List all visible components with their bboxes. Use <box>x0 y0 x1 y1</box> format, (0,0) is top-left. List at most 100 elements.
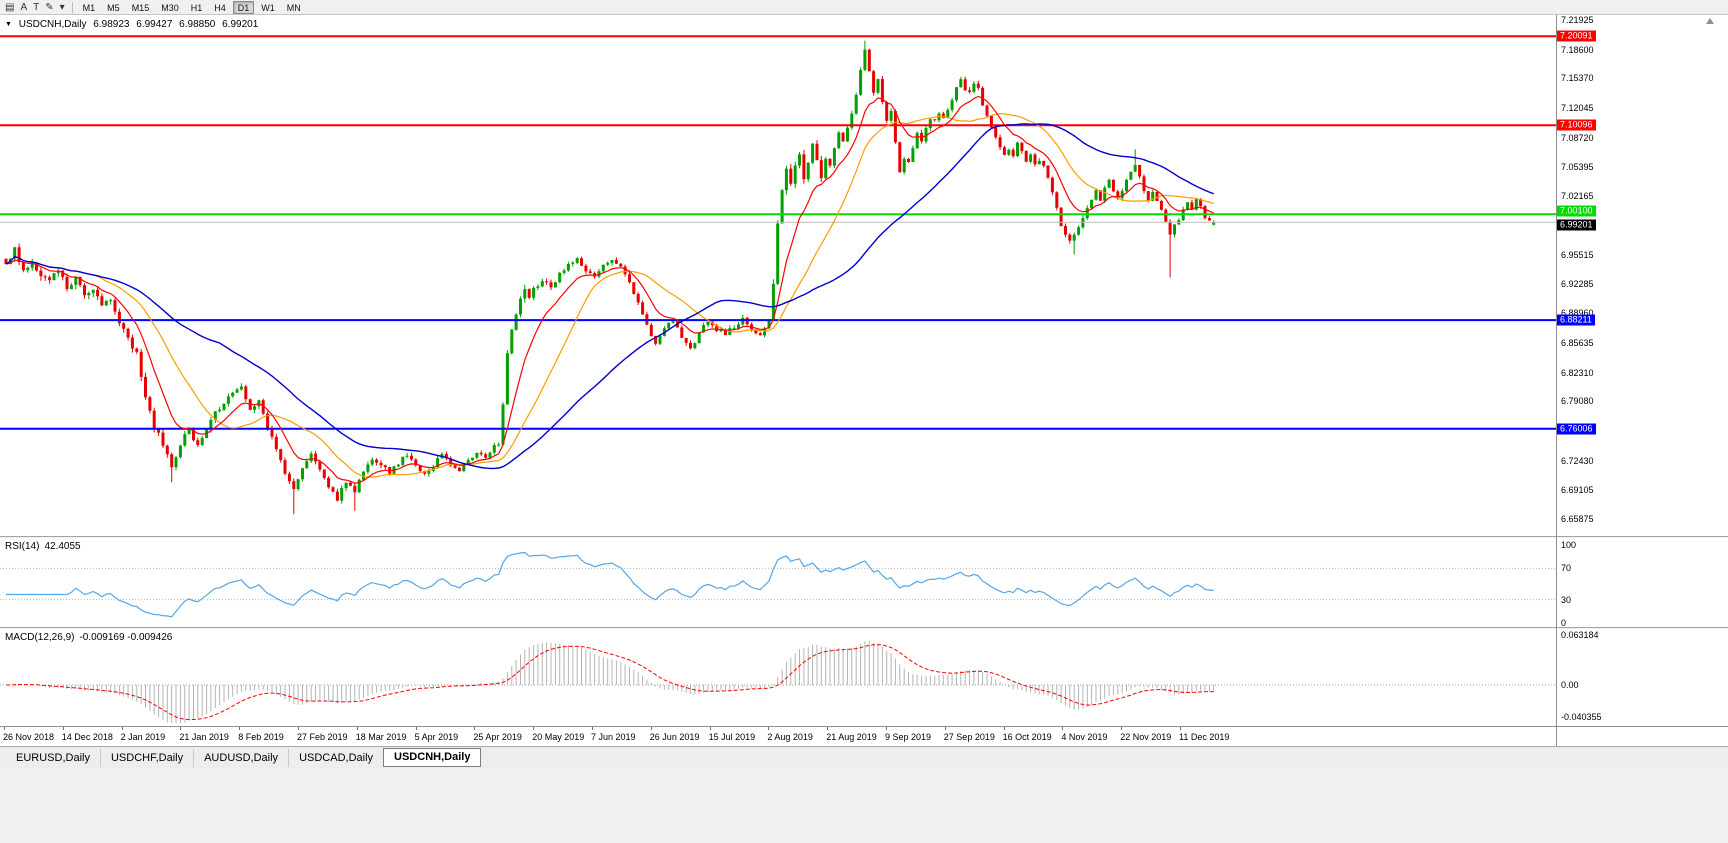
macd-values: -0.009169 -0.009426 <box>79 632 173 643</box>
rsi-axis-label: 30 <box>1561 594 1572 605</box>
date-label: 16 Oct 2019 <box>1002 732 1052 742</box>
price-axis-label: 7.05395 <box>1561 162 1594 173</box>
date-label: 2 Jan 2019 <box>120 732 166 742</box>
date-label: 18 Mar 2019 <box>355 732 407 742</box>
date-tick <box>62 727 64 730</box>
price-axis-label: 7.12045 <box>1561 102 1594 113</box>
ohlc-high: 6.99427 <box>136 19 173 30</box>
date-tick <box>944 727 946 730</box>
chart-tab-bar: EURUSD,Daily USDCHF,Daily AUDUSD,Daily USDC… <box>0 746 1728 768</box>
macd-axis-label: -0.040355 <box>1561 712 1602 722</box>
date-tick <box>1121 727 1123 730</box>
price-axis-label: 7.02165 <box>1561 190 1594 201</box>
macd-panel-label: MACD(12,26,9) -0.009169 -0.009426 <box>5 632 177 643</box>
rsi-axis-label: 0 <box>1561 618 1567 628</box>
macd-indicator-canvas[interactable] <box>0 629 1728 726</box>
date-label: 4 Nov 2019 <box>1061 732 1108 742</box>
ohlc-open: 6.98923 <box>93 19 130 30</box>
macd-name: MACD(12,26,9) <box>5 632 75 643</box>
price-axis-label: 7.08720 <box>1561 132 1594 143</box>
charts-grid-icon[interactable]: ▤ <box>5 1 15 13</box>
draw-tool-caret-icon[interactable]: ▾ <box>59 1 65 13</box>
price-axis-label: 6.79080 <box>1561 396 1594 407</box>
rsi-axis-label: 100 <box>1561 540 1577 550</box>
timeframe-d1[interactable]: D1 <box>232 0 255 14</box>
timeframe-h1[interactable]: H1 <box>190 2 203 13</box>
timeframe-mn[interactable]: MN <box>286 2 301 13</box>
symbol-caret-icon[interactable]: ▼ <box>5 21 12 28</box>
date-label: 27 Feb 2019 <box>297 732 348 742</box>
tab-usdcad-daily[interactable]: USDCAD,Daily <box>288 748 383 767</box>
date-tick <box>415 727 417 730</box>
chart-title: ▼ USDCNH,Daily 6.98923 6.99427 6.98850 6… <box>5 19 262 30</box>
price-tag-support-1: 6.88211 <box>1557 314 1595 326</box>
cursor-tool-icon[interactable]: A <box>20 1 28 13</box>
timeframe-m30[interactable]: M30 <box>161 2 179 13</box>
price-axis-label: 6.82310 <box>1561 367 1594 378</box>
panel-separator[interactable] <box>0 627 1728 629</box>
rsi-name: RSI(14) <box>5 541 40 552</box>
timeframe-buttons: M1 M5 M15 M30 H1 H4 D1 W1 MN <box>77 0 307 14</box>
symbol-period-label: USDCNH,Daily <box>18 19 87 30</box>
date-tick <box>298 727 299 730</box>
price-axis-border <box>1556 15 1557 746</box>
date-tick <box>533 727 535 730</box>
toolbar-separator <box>71 1 73 13</box>
date-label: 5 Apr 2019 <box>414 732 459 742</box>
ohlc-low: 6.98850 <box>179 19 216 30</box>
timeframe-w1[interactable]: W1 <box>261 2 275 13</box>
panel-separator[interactable] <box>0 536 1728 538</box>
timeframe-m15[interactable]: M15 <box>131 2 150 13</box>
price-axis-label: 6.92285 <box>1561 278 1594 289</box>
date-tick <box>1003 727 1005 730</box>
price-tag-pivot-green: 7.00100 <box>1557 205 1596 217</box>
date-label: 20 May 2019 <box>532 732 585 742</box>
date-tick <box>886 727 887 730</box>
rsi-value: 42.4055 <box>44 541 81 552</box>
chart-shift-marker-icon <box>1706 18 1714 24</box>
chart-background <box>0 15 1728 746</box>
date-label: 8 Feb 2019 <box>238 732 284 742</box>
rsi-indicator-canvas[interactable] <box>0 538 1728 627</box>
draw-tool-icon[interactable]: ✎ <box>45 1 54 13</box>
timeframe-m1[interactable]: M1 <box>82 2 96 13</box>
text-tool-icon[interactable]: T <box>33 1 40 13</box>
date-axis[interactable]: 26 Nov 2018 14 Dec 2018 2 Jan 2019 21 Jan 2… <box>0 726 1728 746</box>
price-axis-label: 6.69105 <box>1561 485 1594 496</box>
ohlc-close: 6.99201 <box>222 19 259 30</box>
price-axis-label: 7.18600 <box>1561 44 1594 55</box>
date-label: 26 Nov 2018 <box>3 732 55 742</box>
price-axis-label: 7.15370 <box>1561 73 1594 84</box>
price-tag-resistance-2: 7.10096 <box>1557 119 1596 131</box>
date-label: 14 Dec 2018 <box>61 732 113 742</box>
toolbar-icons: ▤ A T ✎ ▾ <box>2 1 68 14</box>
tab-usdchf-daily[interactable]: USDCHF,Daily <box>99 748 193 767</box>
date-tick <box>768 727 770 730</box>
timeframe-m5[interactable]: M5 <box>107 2 120 13</box>
rsi-panel-label: RSI(14) 42.4055 <box>5 541 86 552</box>
macd-axis-label: 0.063184 <box>1561 630 1599 640</box>
date-label: 9 Sep 2019 <box>885 732 932 742</box>
date-tick <box>827 727 829 730</box>
price-tag-support-2: 6.76006 <box>1557 423 1596 435</box>
date-label: 25 Apr 2019 <box>473 732 522 742</box>
date-tick <box>592 727 593 730</box>
date-tick <box>1062 727 1064 730</box>
main-chart-canvas[interactable] <box>0 15 1728 536</box>
date-tick <box>121 727 123 730</box>
timeframe-h4[interactable]: H4 <box>214 2 226 13</box>
tab-audusd-daily[interactable]: AUDUSD,Daily <box>193 748 288 767</box>
price-axis-label: 6.85635 <box>1561 338 1594 349</box>
date-label: 11 Dec 2019 <box>1179 732 1230 742</box>
date-label: 2 Aug 2019 <box>767 732 813 742</box>
date-tick <box>474 727 476 730</box>
tab-usdcnh-daily[interactable]: USDCNH,Daily <box>383 748 482 767</box>
date-tick <box>709 727 711 730</box>
price-axis-label: 6.95515 <box>1561 250 1594 261</box>
price-axis-label: 6.88960 <box>1561 308 1594 319</box>
date-label: 15 Jul 2019 <box>708 732 756 742</box>
date-tick <box>1180 727 1181 730</box>
date-label: 27 Sep 2019 <box>943 732 995 742</box>
tab-eurusd-daily[interactable]: EURUSD,Daily <box>16 751 90 764</box>
date-label: 26 Jun 2019 <box>649 732 700 742</box>
